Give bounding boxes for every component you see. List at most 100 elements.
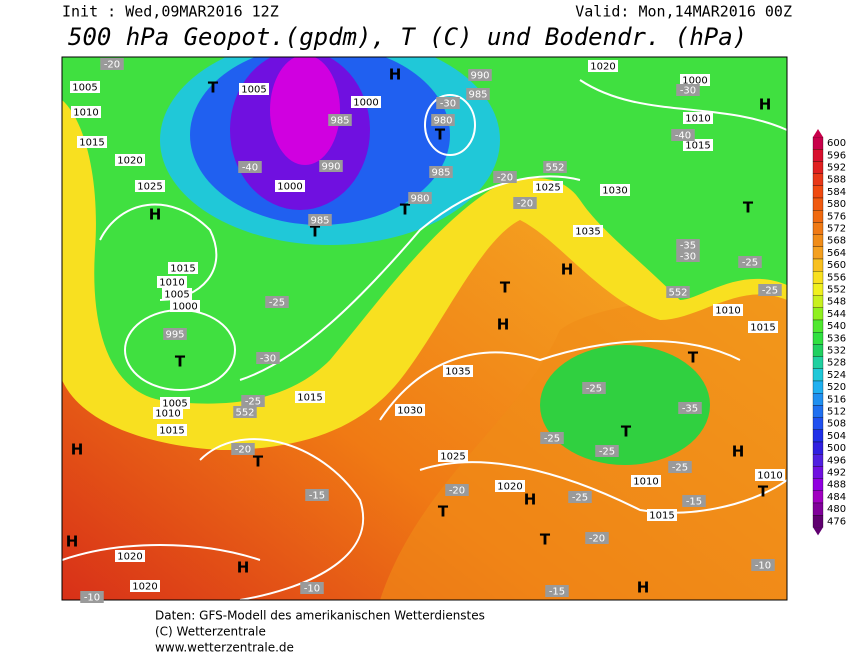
temperature-label: 990 [321, 162, 340, 173]
temperature-label: 990 [470, 71, 489, 82]
colorbar-label: 540 [827, 321, 846, 332]
label-box [682, 495, 706, 507]
colorbar-label: 480 [827, 504, 846, 515]
pressure-label: 1000 [277, 182, 302, 193]
temperature-label: -10 [84, 593, 100, 604]
footer-line: (C) Wetterzentrale [155, 625, 266, 639]
label-box [683, 112, 713, 124]
label-box [671, 129, 695, 141]
label-box [573, 225, 603, 237]
label-box [738, 256, 762, 268]
pressure-center: H [497, 316, 510, 334]
colorbar-swatch [812, 368, 824, 382]
pressure-label: 1005 [241, 85, 266, 96]
colorbar-swatch [812, 319, 824, 333]
label-box [231, 443, 255, 455]
map [62, 57, 787, 600]
colorbar-swatch [812, 185, 824, 199]
label-box [758, 284, 782, 296]
pressure-center: T [175, 353, 186, 371]
pressure-center: T [500, 279, 511, 297]
temperature-label: 985 [310, 216, 329, 227]
pressure-center: H [524, 491, 537, 509]
pressure-label: 1015 [170, 264, 195, 275]
colorbar-swatch [812, 161, 824, 174]
colorbar-label: 536 [827, 333, 846, 344]
temperature-label: -30 [260, 354, 276, 365]
colorbar-label: 548 [827, 297, 846, 308]
pressure-label: 1025 [440, 452, 465, 463]
pressure-label: 1020 [117, 552, 142, 563]
label-box [748, 321, 778, 333]
label-box [683, 139, 713, 151]
pressure-label: 1010 [155, 409, 180, 420]
label-box [80, 591, 104, 603]
colorbar-swatch [812, 393, 824, 406]
label-box [445, 484, 469, 496]
colorbar-swatch [812, 136, 824, 150]
colorbar-label: 504 [827, 431, 846, 442]
colorbar-label: 528 [827, 358, 846, 369]
temperature-label: -25 [762, 286, 778, 297]
temperature-label: -25 [544, 434, 560, 445]
temperature-label: -30 [440, 99, 456, 110]
label-box [588, 60, 618, 72]
label-box [436, 97, 460, 109]
label-box [157, 276, 187, 288]
label-box [135, 180, 165, 192]
label-box [162, 288, 192, 300]
temperature-label: -20 [589, 534, 605, 545]
label-box [115, 550, 145, 562]
valid-time: Valid: Mon,14MAR2016 00Z [575, 3, 792, 21]
label-box [680, 74, 710, 86]
pressure-label: 1015 [750, 323, 775, 334]
temperature-label: -35 [682, 404, 698, 415]
pressure-label: 1010 [633, 477, 658, 488]
colorbar-swatch [812, 502, 824, 516]
colorbar-swatch [812, 246, 824, 260]
label-box [239, 83, 269, 95]
pressure-label: 1015 [79, 138, 104, 149]
label-box [115, 154, 145, 166]
colorbar-label: 484 [827, 492, 846, 503]
label-box [70, 81, 100, 93]
label-box [493, 171, 517, 183]
label-box [241, 395, 265, 407]
footer-line: Daten: GFS-Modell des amerikanischen Wet… [155, 609, 485, 623]
temperature-label: 985 [431, 168, 450, 179]
temperature-label: -20 [449, 486, 465, 497]
pressure-label: 1025 [137, 182, 162, 193]
label-box [438, 450, 468, 462]
pressure-label: 1025 [535, 183, 560, 194]
colorbar-swatch [812, 429, 824, 443]
colorbar-label: 588 [827, 175, 846, 186]
temperature-label: 552 [668, 288, 687, 299]
pressure-label: 1005 [164, 290, 189, 301]
pressure-label: 1000 [172, 302, 197, 313]
colorbar-label: 500 [827, 443, 846, 454]
cold-pool [540, 345, 710, 465]
label-box [595, 445, 619, 457]
pressure-center: H [732, 443, 745, 461]
temperature-label: -30 [680, 86, 696, 97]
temperature-label: -25 [742, 258, 758, 269]
pressure-center: T [758, 483, 769, 501]
label-box [130, 580, 160, 592]
colorbar-swatch [812, 173, 824, 186]
temperature-label: -20 [235, 445, 251, 456]
pressure-center: T [688, 349, 699, 367]
label-box [265, 296, 289, 308]
pressure-label: 1005 [72, 83, 97, 94]
colorbar-label: 560 [827, 260, 846, 271]
magenta-area [270, 57, 340, 165]
pressure-label: 1030 [602, 186, 627, 197]
pressure-center: T [621, 423, 632, 441]
pressure-label: 1015 [159, 426, 184, 437]
pressure-center: T [253, 453, 264, 471]
temperature-label: -25 [269, 298, 285, 309]
label-box [300, 582, 324, 594]
pressure-label: 1000 [353, 98, 378, 109]
label-box [676, 250, 700, 262]
colorbar-swatch [812, 234, 824, 247]
